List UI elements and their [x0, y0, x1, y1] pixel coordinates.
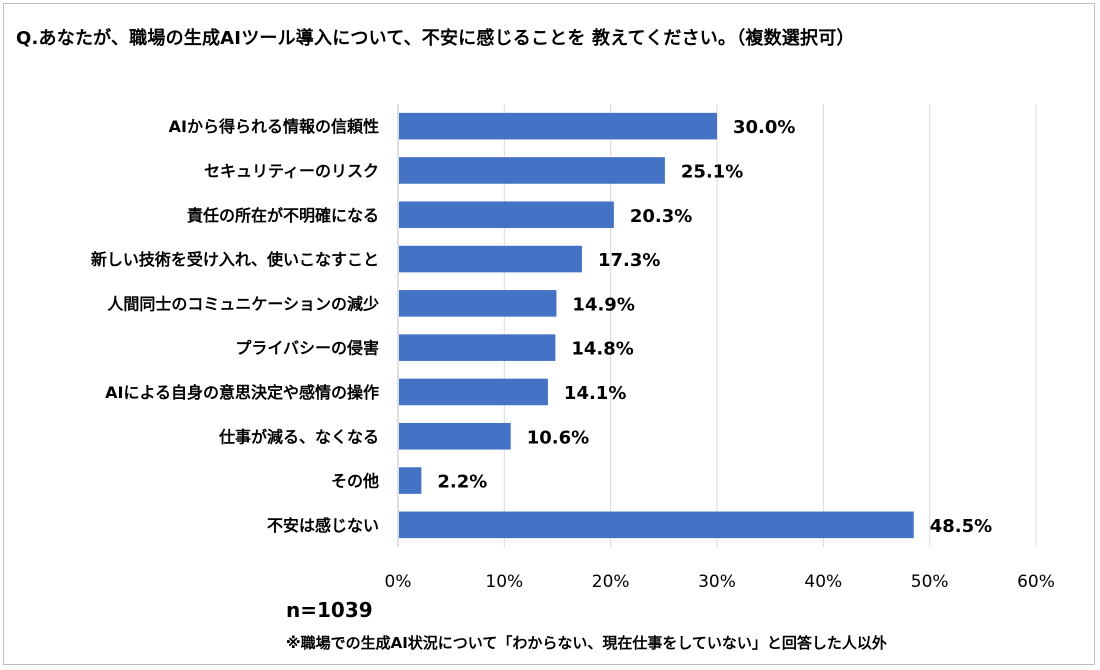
- value-label: 14.1%: [564, 383, 626, 404]
- bar: [399, 511, 914, 539]
- bar: [399, 112, 717, 140]
- category-label: 責任の所在が不明確になる: [187, 206, 379, 225]
- x-tick-label: 0%: [385, 572, 412, 592]
- bar: [399, 378, 548, 406]
- value-label: 20.3%: [630, 206, 692, 227]
- category-label: 新しい技術を受け入れ、使いこなすこと: [91, 250, 379, 269]
- value-label: 10.6%: [527, 427, 589, 448]
- x-tick-label: 30%: [698, 572, 736, 592]
- bar: [399, 422, 511, 450]
- value-label: 48.5%: [930, 516, 992, 537]
- category-label: 不安は感じない: [267, 516, 379, 535]
- bar: [399, 467, 422, 494]
- sample-size: n=1039: [286, 598, 373, 622]
- value-label: 17.3%: [598, 250, 660, 271]
- category-label: その他: [331, 472, 379, 491]
- x-tick-label: 40%: [804, 572, 842, 592]
- value-label: 14.9%: [572, 294, 634, 315]
- x-tick-label: 50%: [911, 572, 949, 592]
- bar: [399, 157, 665, 184]
- value-label: 14.8%: [571, 339, 633, 360]
- bar: [399, 201, 614, 229]
- value-label: 30.0%: [733, 117, 795, 138]
- value-label: 25.1%: [681, 161, 743, 182]
- category-label: 仕事が減る、なくなる: [218, 427, 379, 446]
- bar: [399, 290, 557, 317]
- category-label: 人間同士のコミュニケーションの減少: [107, 294, 379, 313]
- chart-title: Q.あなたが、職場の生成AIツール導入について、不安に感じることを 教えてくださ…: [16, 28, 855, 49]
- category-label: AIから得られる情報の信頼性: [169, 117, 379, 136]
- x-tick-label: 20%: [592, 572, 630, 592]
- category-label: セキュリティーのリスク: [204, 161, 379, 180]
- x-tick-label: 60%: [1017, 572, 1055, 592]
- chart-frame: [3, 3, 1095, 665]
- bar: [399, 245, 582, 273]
- category-label: プライバシーの侵害: [235, 339, 379, 358]
- value-label: 2.2%: [437, 472, 487, 493]
- category-label: AIによる自身の意思決定や感情の操作: [105, 383, 379, 402]
- bar: [399, 334, 556, 361]
- x-tick-label: 10%: [485, 572, 523, 592]
- footnote: ※職場での生成AI状況について「わからない、現在仕事をしていない」と回答した人以…: [286, 634, 887, 652]
